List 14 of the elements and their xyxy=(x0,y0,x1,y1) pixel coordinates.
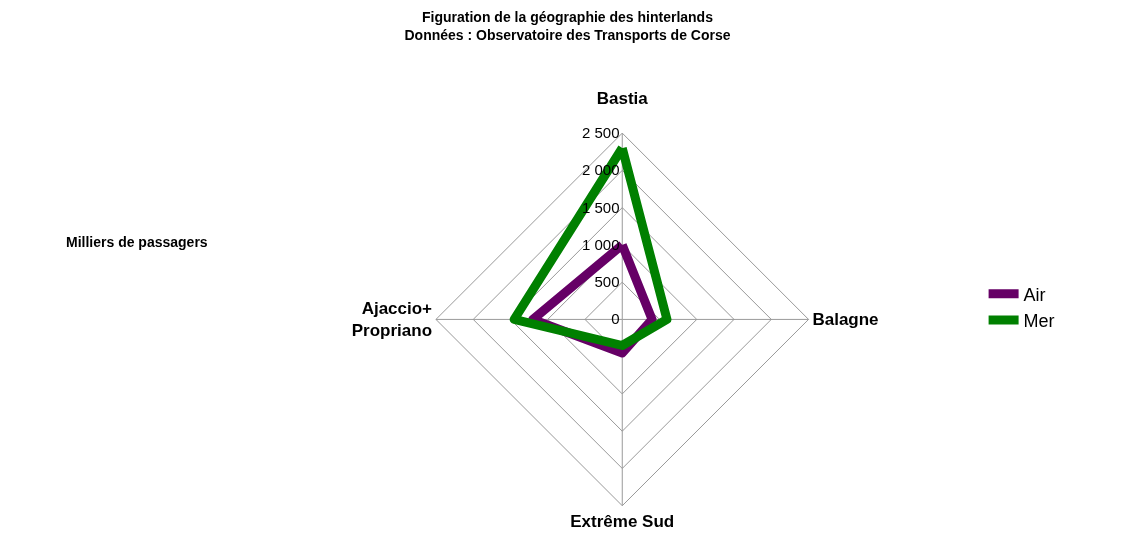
chart-subtitle: Données : Observatoire des Transports de Corse xyxy=(404,26,731,43)
chart-title: Figuration de la géographie des hinterlands xyxy=(422,8,714,25)
legend-label: Mer xyxy=(1023,311,1055,332)
y-tick-label: 1 000 xyxy=(581,235,620,253)
spoke-label: Extrême Sud xyxy=(570,511,675,531)
spoke-label: Balagne xyxy=(812,310,879,330)
legend-label: Air xyxy=(1023,284,1046,305)
text: Milliers de passagers xyxy=(66,234,208,250)
y-tick-label: 1 500 xyxy=(581,198,620,216)
y-tick-label: 2 500 xyxy=(581,124,620,141)
y-tick-label: 0 xyxy=(611,310,620,328)
y-tick-label: 500 xyxy=(594,273,620,291)
spoke-label: Ajaccio+ Propriano xyxy=(351,299,433,341)
spoke-label: Bastia xyxy=(596,88,649,108)
